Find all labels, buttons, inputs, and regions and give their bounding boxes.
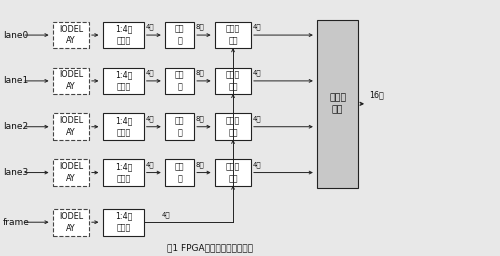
Text: IODEL
AY: IODEL AY <box>59 212 83 233</box>
Text: IODEL
AY: IODEL AY <box>59 162 83 183</box>
Text: IODEL
AY: IODEL AY <box>59 70 83 91</box>
Bar <box>215 22 251 48</box>
Bar <box>53 68 89 94</box>
Bar <box>103 22 144 48</box>
Text: 数据位
选取: 数据位 选取 <box>226 116 240 137</box>
Text: 4位: 4位 <box>253 24 262 30</box>
Bar <box>53 22 89 48</box>
Text: 数据位
选取: 数据位 选取 <box>226 70 240 91</box>
Text: 4位: 4位 <box>146 115 154 122</box>
Text: lane1: lane1 <box>3 76 29 86</box>
Text: 数据位
重排: 数据位 重排 <box>329 93 346 114</box>
Bar <box>215 159 251 186</box>
Text: 8位: 8位 <box>196 115 204 122</box>
Text: 4位: 4位 <box>162 211 170 218</box>
Text: 数据位
选取: 数据位 选取 <box>226 25 240 46</box>
Text: lane2: lane2 <box>3 122 29 131</box>
Text: 寄存
器: 寄存 器 <box>175 116 184 137</box>
Bar <box>103 68 144 94</box>
Text: 寄存
器: 寄存 器 <box>175 162 184 183</box>
Text: 4位: 4位 <box>146 24 154 30</box>
Text: 8位: 8位 <box>196 24 204 30</box>
Bar <box>103 209 144 236</box>
Bar <box>53 159 89 186</box>
Text: 16位: 16位 <box>368 90 384 99</box>
Text: 4位: 4位 <box>146 70 154 76</box>
Text: 寄存
器: 寄存 器 <box>175 70 184 91</box>
Text: 1:4串
并转换: 1:4串 并转换 <box>114 25 132 46</box>
Bar <box>53 113 89 140</box>
Text: 4位: 4位 <box>253 70 262 76</box>
Text: lane0: lane0 <box>3 30 29 40</box>
Bar <box>103 113 144 140</box>
Text: 4位: 4位 <box>253 115 262 122</box>
Text: 1:4串
并转换: 1:4串 并转换 <box>114 162 132 183</box>
Text: 4位: 4位 <box>253 161 262 168</box>
Text: 数据位
选取: 数据位 选取 <box>226 162 240 183</box>
Text: frame: frame <box>3 218 30 227</box>
Bar <box>53 209 89 236</box>
Bar <box>165 159 194 186</box>
Bar <box>103 159 144 186</box>
Text: IODEL
AY: IODEL AY <box>59 116 83 137</box>
Text: 4位: 4位 <box>146 161 154 168</box>
Text: lane3: lane3 <box>3 168 29 177</box>
Text: 图1 FPGA内部数据接收数据流: 图1 FPGA内部数据接收数据流 <box>167 244 253 253</box>
Text: 1:4串
并转换: 1:4串 并转换 <box>114 70 132 91</box>
Text: 1:4串
并转换: 1:4串 并转换 <box>114 212 132 233</box>
Text: 8位: 8位 <box>196 161 204 168</box>
Bar <box>165 22 194 48</box>
Bar <box>318 20 358 188</box>
Bar <box>165 68 194 94</box>
Text: 1:4串
并转换: 1:4串 并转换 <box>114 116 132 137</box>
Text: IODEL
AY: IODEL AY <box>59 25 83 46</box>
Text: 寄存
器: 寄存 器 <box>175 25 184 46</box>
Text: 8位: 8位 <box>196 70 204 76</box>
Bar <box>215 68 251 94</box>
Bar <box>165 113 194 140</box>
Bar <box>215 113 251 140</box>
